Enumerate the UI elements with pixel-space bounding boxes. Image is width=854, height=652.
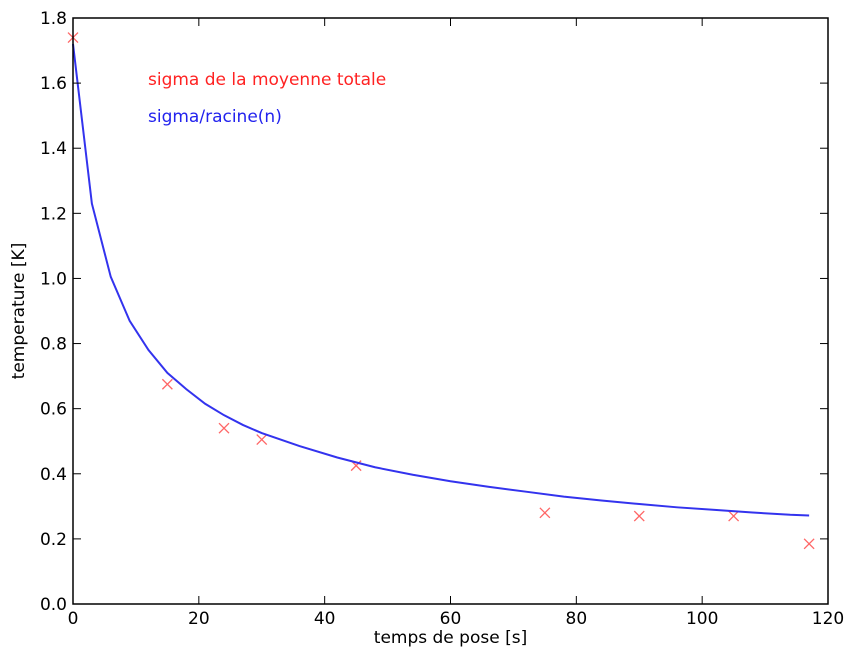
x-tick-label: 20	[188, 609, 210, 629]
labels-layer: temps de pose [s] temperature [K] sigma …	[9, 70, 527, 648]
y-tick-label: 1.0	[40, 269, 67, 289]
series-line-sigma-racine-n	[72, 43, 810, 517]
y-tick-label: 0.0	[40, 595, 67, 615]
x-tick-label: 40	[314, 609, 336, 629]
annotation-sigma-racine-n: sigma/racine(n)	[148, 107, 282, 127]
x-tick-label: 120	[812, 609, 844, 629]
scatter-point-x-marker	[803, 538, 815, 550]
ticks-layer: 0 20 40 60 80 100 120 0.0 0.2 0.4 0.6 0.8 1.0 1.2 1.4 1…	[40, 9, 844, 629]
scatter-point-x-marker	[218, 422, 230, 434]
y-tick-label: 1.8	[40, 9, 67, 29]
y-tick-label: 1.6	[40, 74, 67, 94]
y-axis-title: temperature [K]	[9, 243, 29, 380]
annotation-sigma-moyenne-totale: sigma de la moyenne totale	[148, 70, 386, 90]
x-tick-label: 0	[68, 609, 79, 629]
x-tick-label: 100	[686, 609, 718, 629]
y-tick-label: 0.8	[40, 335, 67, 355]
y-tick-label: 1.4	[40, 139, 67, 159]
plot-layer	[67, 32, 815, 550]
scatter-point-x-marker	[161, 378, 173, 390]
scatter-point-x-marker	[539, 507, 551, 519]
y-tick-label: 1.2	[40, 204, 67, 224]
scatter-point-x-marker	[728, 510, 740, 522]
y-tick-label: 0.2	[40, 530, 67, 550]
scatter-point-x-marker	[633, 510, 645, 522]
y-tick-label: 0.6	[40, 400, 67, 420]
plot-frame	[72, 17, 829, 605]
scatter-point-x-marker	[256, 434, 268, 446]
y-tick-label: 0.4	[40, 465, 67, 485]
x-tick-label: 60	[440, 609, 462, 629]
x-axis-title: temps de pose [s]	[374, 628, 527, 648]
x-tick-label: 80	[566, 609, 588, 629]
